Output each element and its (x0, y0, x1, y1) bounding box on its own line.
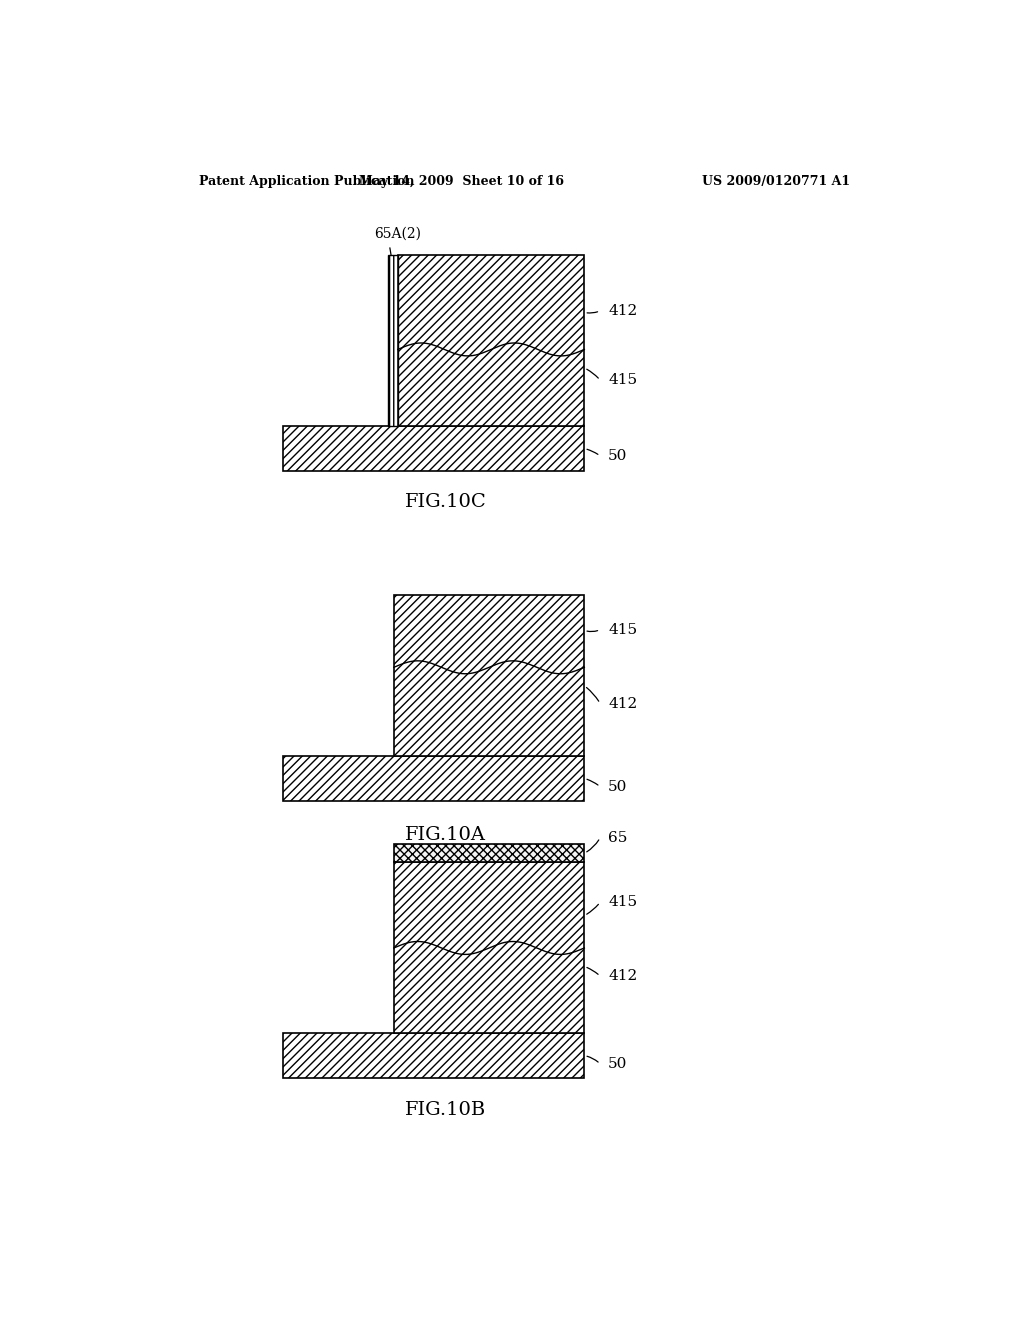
Bar (387, 256, 397, 426)
Text: 50: 50 (608, 780, 628, 793)
Text: May 14, 2009  Sheet 10 of 16: May 14, 2009 Sheet 10 of 16 (358, 176, 564, 187)
Bar (283, 756, 585, 800)
Text: 415: 415 (608, 623, 637, 636)
Text: 415: 415 (608, 374, 637, 387)
Text: 50: 50 (608, 1057, 628, 1071)
Text: 65A(2): 65A(2) (374, 227, 421, 242)
Text: 412: 412 (608, 697, 637, 710)
Bar (394, 594, 585, 756)
Bar (283, 426, 585, 471)
Bar (283, 1034, 585, 1077)
Text: 50: 50 (608, 449, 628, 463)
Bar (397, 256, 585, 426)
Bar (394, 843, 585, 862)
Text: 415: 415 (608, 895, 637, 909)
Text: Patent Application Publication: Patent Application Publication (200, 176, 415, 187)
Text: 412: 412 (608, 969, 637, 983)
Text: 65: 65 (608, 830, 628, 845)
Text: FIG.10A: FIG.10A (404, 826, 486, 843)
Text: US 2009/0120771 A1: US 2009/0120771 A1 (702, 176, 850, 187)
Text: FIG.10B: FIG.10B (404, 1101, 486, 1119)
Text: 412: 412 (608, 304, 637, 318)
Text: FIG.10C: FIG.10C (404, 494, 486, 511)
Bar (394, 862, 585, 1034)
